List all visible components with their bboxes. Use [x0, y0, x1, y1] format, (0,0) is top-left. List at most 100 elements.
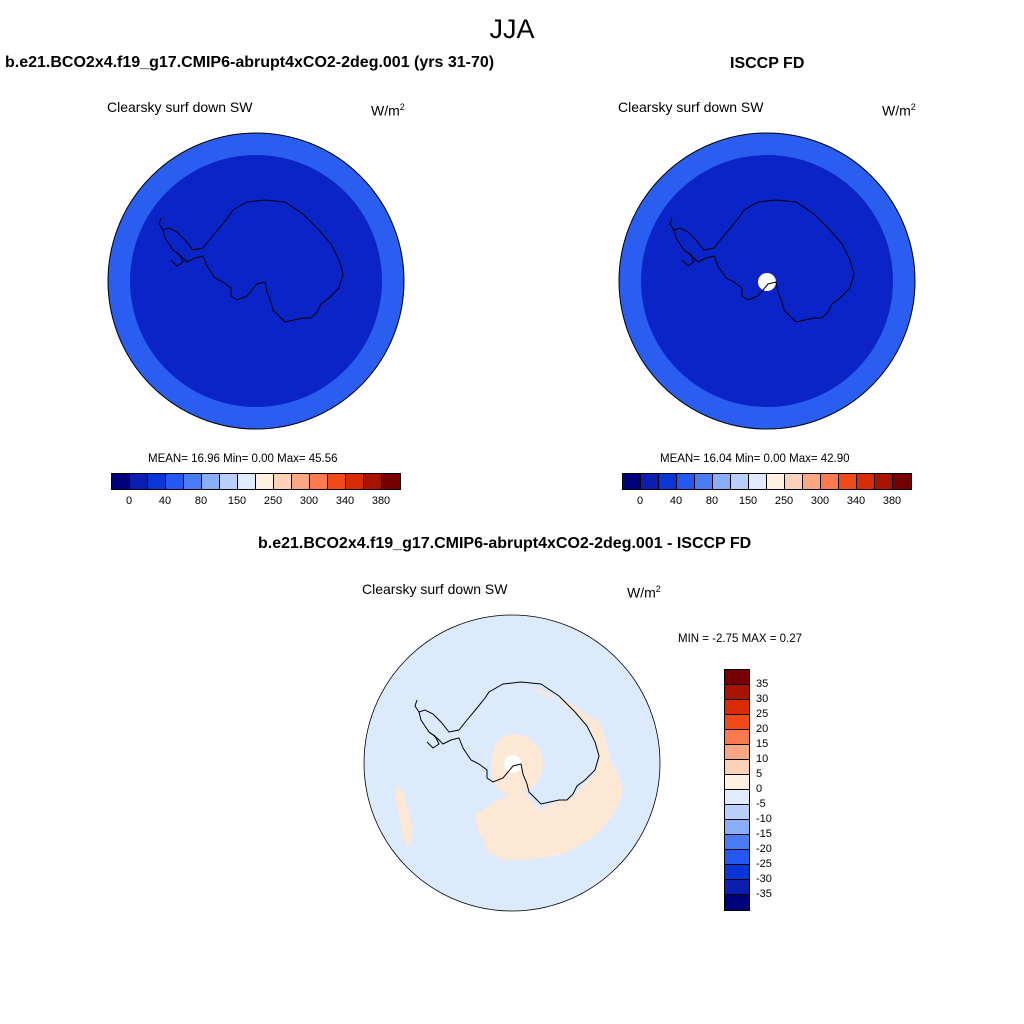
- model-panel-title: b.e21.BCO2x4.f19_g17.CMIP6-abrupt4xCO2-2…: [5, 54, 495, 71]
- colorbar-swatch: [875, 474, 893, 489]
- model-polar-map: [107, 132, 405, 430]
- colorbar-swatch: [641, 474, 659, 489]
- colorbar-swatch: [184, 474, 202, 489]
- diff-colorbar-tick: -10: [756, 813, 772, 825]
- diff-colorbar-tick: 10: [756, 753, 769, 765]
- colorbar-swatch: [725, 790, 749, 805]
- obs-stats: MEAN= 16.04 Min= 0.00 Max= 42.90: [660, 453, 850, 465]
- colorbar-swatch: [623, 474, 641, 489]
- model-colorbar-tick: 340: [335, 495, 355, 507]
- colorbar-swatch: [725, 730, 749, 745]
- colorbar-swatch: [328, 474, 346, 489]
- model-colorbar-tick: 150: [227, 495, 247, 507]
- obs-units-label: W/m2: [882, 102, 916, 119]
- colorbar-swatch: [130, 474, 148, 489]
- obs-pole-hole: [758, 273, 776, 291]
- colorbar-swatch: [731, 474, 749, 489]
- colorbar-swatch: [767, 474, 785, 489]
- diff-antarctica-coastline: [418, 681, 600, 805]
- obs-colorbar-tick: 380: [882, 495, 902, 507]
- diff-colorbar-ticks: 35 30 25 20 15 10 5 0 -5 -10 -15 -20 -25…: [756, 669, 796, 909]
- diff-colorbar-tick: -15: [756, 828, 772, 840]
- obs-colorbar-tick: 150: [738, 495, 758, 507]
- obs-colorbar-tick: 0: [636, 495, 644, 507]
- obs-variable-label: Clearsky surf down SW: [618, 99, 764, 115]
- model-colorbar-tick: 80: [194, 495, 208, 507]
- diff-polar-map: [363, 614, 661, 912]
- obs-colorbar-tick: 40: [669, 495, 683, 507]
- model-units-label: W/m2: [371, 102, 405, 119]
- model-inner-disk: [130, 155, 382, 407]
- diff-colorbar-tick: 5: [756, 768, 763, 780]
- diff-colorbar-tick: -25: [756, 858, 772, 870]
- diff-positive-island-region: [395, 784, 413, 848]
- obs-antarctica-coastline: [673, 199, 855, 323]
- colorbar-swatch: [725, 775, 749, 790]
- colorbar-swatch: [725, 865, 749, 880]
- colorbar-swatch: [725, 715, 749, 730]
- colorbar-swatch: [677, 474, 695, 489]
- diff-colorbar-tick: 15: [756, 738, 769, 750]
- colorbar-swatch: [893, 474, 911, 489]
- colorbar-swatch: [803, 474, 821, 489]
- colorbar-swatch: [659, 474, 677, 489]
- obs-colorbar-tick: 340: [846, 495, 866, 507]
- colorbar-swatch: [725, 895, 749, 910]
- diff-colorbar-tick: 35: [756, 678, 769, 690]
- model-variable-label: Clearsky surf down SW: [107, 99, 253, 115]
- model-colorbar: [111, 473, 401, 490]
- colorbar-swatch: [310, 474, 328, 489]
- colorbar-swatch: [148, 474, 166, 489]
- diff-colorbar-tick: 25: [756, 708, 769, 720]
- colorbar-swatch: [725, 880, 749, 895]
- obs-colorbar-tick: 300: [810, 495, 830, 507]
- obs-colorbar-tick: 250: [774, 495, 794, 507]
- colorbar-swatch: [713, 474, 731, 489]
- diff-colorbar-tick: 30: [756, 693, 769, 705]
- colorbar-swatch: [166, 474, 184, 489]
- diff-positive-region: [475, 684, 623, 860]
- colorbar-swatch: [256, 474, 274, 489]
- model-colorbar-tick: 40: [158, 495, 172, 507]
- obs-colorbar-ticks: 0 40 80 150 250 300 340 380: [622, 495, 910, 509]
- diff-variable-label: Clearsky surf down SW: [362, 581, 508, 597]
- colorbar-swatch: [695, 474, 713, 489]
- diff-colorbar-tick: -30: [756, 873, 772, 885]
- colorbar-swatch: [725, 820, 749, 835]
- model-peninsula: [158, 217, 184, 267]
- obs-colorbar-tick: 80: [705, 495, 719, 507]
- colorbar-swatch: [725, 745, 749, 760]
- diff-panel-title: b.e21.BCO2x4.f19_g17.CMIP6-abrupt4xCO2-2…: [258, 535, 752, 552]
- colorbar-swatch: [238, 474, 256, 489]
- colorbar-swatch: [220, 474, 238, 489]
- colorbar-swatch: [725, 850, 749, 865]
- model-colorbar-ticks: 0 40 80 150 250 300 340 380: [111, 495, 399, 509]
- colorbar-swatch: [725, 670, 749, 685]
- obs-polar-map: [618, 132, 916, 430]
- model-colorbar-tick: 380: [371, 495, 391, 507]
- colorbar-swatch: [274, 474, 292, 489]
- colorbar-swatch: [202, 474, 220, 489]
- colorbar-swatch: [821, 474, 839, 489]
- obs-panel-title: ISCCP FD: [730, 55, 805, 72]
- colorbar-swatch: [382, 474, 400, 489]
- obs-colorbar: [622, 473, 912, 490]
- colorbar-swatch: [292, 474, 310, 489]
- model-colorbar-tick: 300: [299, 495, 319, 507]
- diff-colorbar: [724, 669, 750, 911]
- colorbar-swatch: [112, 474, 130, 489]
- colorbar-swatch: [725, 805, 749, 820]
- diff-colorbar-tick: 0: [756, 783, 763, 795]
- diff-pole-hole: [504, 755, 522, 773]
- diff-peninsula: [414, 699, 440, 749]
- diff-stats: MIN = -2.75 MAX = 0.27: [678, 633, 803, 645]
- obs-peninsula: [669, 217, 695, 267]
- diff-colorbar-tick: 20: [756, 723, 769, 735]
- model-stats: MEAN= 16.96 Min= 0.00 Max= 45.56: [148, 453, 338, 465]
- diff-colorbar-tick: -35: [756, 888, 772, 900]
- colorbar-swatch: [725, 685, 749, 700]
- model-antarctica-coastline: [162, 199, 344, 323]
- model-colorbar-tick: 0: [125, 495, 133, 507]
- colorbar-swatch: [725, 700, 749, 715]
- colorbar-swatch: [346, 474, 364, 489]
